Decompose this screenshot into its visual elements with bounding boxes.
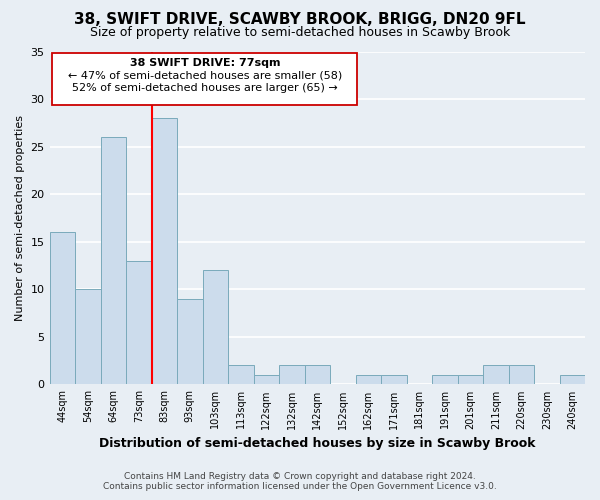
Text: ← 47% of semi-detached houses are smaller (58): ← 47% of semi-detached houses are smalle… — [68, 71, 342, 81]
Bar — [75, 290, 101, 384]
Bar — [356, 375, 381, 384]
Bar — [432, 375, 458, 384]
Bar — [101, 137, 126, 384]
Bar — [50, 232, 75, 384]
Bar — [177, 299, 203, 384]
Bar — [279, 366, 305, 384]
Bar — [483, 366, 509, 384]
Bar — [203, 270, 228, 384]
Bar — [458, 375, 483, 384]
Bar — [254, 375, 279, 384]
Bar — [152, 118, 177, 384]
Bar — [126, 261, 152, 384]
Bar — [509, 366, 534, 384]
Text: Size of property relative to semi-detached houses in Scawby Brook: Size of property relative to semi-detach… — [90, 26, 510, 39]
Text: Contains HM Land Registry data © Crown copyright and database right 2024.
Contai: Contains HM Land Registry data © Crown c… — [103, 472, 497, 491]
Text: 52% of semi-detached houses are larger (65) →: 52% of semi-detached houses are larger (… — [72, 84, 338, 94]
FancyBboxPatch shape — [52, 53, 358, 105]
Bar — [560, 375, 585, 384]
Y-axis label: Number of semi-detached properties: Number of semi-detached properties — [15, 115, 25, 321]
Text: 38 SWIFT DRIVE: 77sqm: 38 SWIFT DRIVE: 77sqm — [130, 58, 280, 68]
Text: 38, SWIFT DRIVE, SCAWBY BROOK, BRIGG, DN20 9FL: 38, SWIFT DRIVE, SCAWBY BROOK, BRIGG, DN… — [74, 12, 526, 28]
Bar — [305, 366, 330, 384]
Bar — [228, 366, 254, 384]
Bar — [381, 375, 407, 384]
X-axis label: Distribution of semi-detached houses by size in Scawby Brook: Distribution of semi-detached houses by … — [99, 437, 536, 450]
